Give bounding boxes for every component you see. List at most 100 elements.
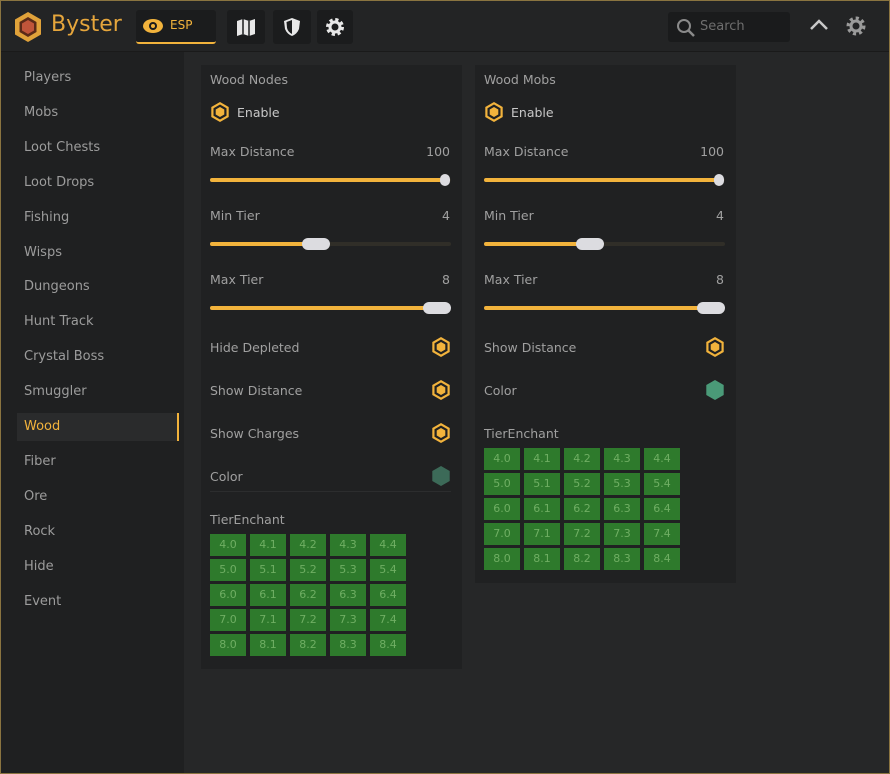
tab-settings[interactable] — [317, 10, 353, 44]
slider-thumb[interactable] — [696, 302, 725, 314]
tier-cell[interactable]: 6.2 — [290, 584, 326, 606]
tier-cell[interactable]: 8.0 — [210, 634, 246, 656]
tier-cell[interactable]: 6.4 — [644, 498, 680, 520]
sidebar-item[interactable]: Hunt Track — [24, 314, 94, 330]
slider-track[interactable] — [210, 302, 451, 314]
toggle[interactable] — [430, 335, 452, 359]
sidebar-item[interactable]: Fishing — [24, 209, 70, 225]
slider-label: Max Distance — [484, 144, 569, 159]
slider-track[interactable] — [210, 238, 451, 250]
tier-cell[interactable]: 8.3 — [604, 548, 640, 570]
tier-cell[interactable]: 5.0 — [210, 559, 246, 581]
tier-cell[interactable]: 8.2 — [290, 634, 326, 656]
sidebar-item[interactable]: Rock — [24, 523, 56, 539]
sidebar-item[interactable]: Wisps — [24, 244, 62, 260]
tab-map[interactable] — [227, 10, 265, 44]
tier-cell[interactable]: 5.1 — [524, 473, 560, 495]
slider-track[interactable] — [484, 302, 725, 314]
tier-cell[interactable]: 5.3 — [330, 559, 366, 581]
tier-cell[interactable]: 8.1 — [250, 634, 286, 656]
tier-cell[interactable]: 4.3 — [604, 448, 640, 470]
toggle[interactable] — [430, 378, 452, 402]
tier-cell[interactable]: 4.0 — [484, 448, 520, 470]
sidebar: Players Mobs Loot Chests Loot Drops Fishing W… — [1, 52, 184, 773]
tier-cell[interactable]: 8.4 — [644, 548, 680, 570]
tier-cell[interactable]: 6.3 — [604, 498, 640, 520]
tab-label: ESP — [170, 18, 193, 32]
tier-cell[interactable]: 6.3 — [330, 584, 366, 606]
slider-thumb[interactable] — [302, 238, 331, 250]
tab-shield[interactable] — [273, 10, 311, 44]
slider-thumb[interactable] — [576, 238, 605, 250]
sidebar-item[interactable]: Mobs — [24, 104, 59, 120]
sidebar-item[interactable]: Players — [24, 70, 72, 85]
tier-cell[interactable]: 7.2 — [290, 609, 326, 631]
color-swatch[interactable] — [430, 464, 452, 488]
tier-cell[interactable]: 8.2 — [564, 548, 600, 570]
sidebar-item[interactable]: Fiber — [24, 453, 56, 469]
tier-cell[interactable]: 4.2 — [290, 534, 326, 556]
sidebar-item[interactable]: Ore — [24, 488, 48, 504]
sidebar-item[interactable]: Dungeons — [24, 279, 90, 295]
slider-track[interactable] — [484, 174, 725, 186]
tier-cell[interactable]: 4.2 — [564, 448, 600, 470]
tier-cell[interactable]: 5.4 — [370, 559, 406, 581]
tier-cell[interactable]: 6.1 — [524, 498, 560, 520]
slider-label: Max Distance — [210, 144, 295, 159]
tier-cell[interactable]: 7.0 — [210, 609, 246, 631]
tier-cell[interactable]: 8.3 — [330, 634, 366, 656]
toggle[interactable] — [430, 421, 452, 445]
sidebar-item[interactable]: Loot Chests — [24, 139, 101, 155]
tier-cell[interactable]: 6.2 — [564, 498, 600, 520]
sidebar-item[interactable]: Smuggler — [24, 384, 87, 400]
tier-cell[interactable]: 4.3 — [330, 534, 366, 556]
sidebar-item[interactable]: Hide — [24, 558, 54, 574]
settings-button[interactable] — [845, 15, 867, 37]
tier-cell[interactable]: 6.4 — [370, 584, 406, 606]
tier-cell[interactable]: 5.0 — [484, 473, 520, 495]
tier-cell[interactable]: 7.3 — [330, 609, 366, 631]
tier-cell[interactable]: 7.0 — [484, 523, 520, 545]
sidebar-item[interactable]: Crystal Boss — [24, 349, 105, 365]
tier-title: TierEnchant — [484, 426, 559, 441]
tier-cell[interactable]: 5.3 — [604, 473, 640, 495]
tier-cell[interactable]: 8.4 — [370, 634, 406, 656]
slider-thumb[interactable] — [439, 174, 450, 186]
tier-cell[interactable]: 4.0 — [210, 534, 246, 556]
tier-cell[interactable]: 7.1 — [250, 609, 286, 631]
tier-cell[interactable]: 8.0 — [484, 548, 520, 570]
tier-cell[interactable]: 4.1 — [250, 534, 286, 556]
tab-esp[interactable]: ESP — [136, 10, 216, 44]
tier-cell[interactable]: 7.4 — [370, 609, 406, 631]
tier-cell[interactable]: 5.1 — [250, 559, 286, 581]
slider-track[interactable] — [484, 238, 725, 250]
color-swatch[interactable] — [704, 378, 726, 402]
slider-fill — [210, 242, 317, 246]
tier-cell[interactable]: 5.2 — [290, 559, 326, 581]
search-box[interactable]: Search — [668, 12, 790, 42]
logo — [15, 12, 41, 42]
slider-thumb[interactable] — [422, 302, 451, 314]
slider-track[interactable] — [210, 174, 451, 186]
sidebar-item[interactable]: Event — [24, 593, 62, 609]
tier-cell[interactable]: 4.1 — [524, 448, 560, 470]
tier-cell[interactable]: 6.1 — [250, 584, 286, 606]
tier-cell[interactable]: 8.1 — [524, 548, 560, 570]
tier-cell[interactable]: 7.2 — [564, 523, 600, 545]
tier-cell[interactable]: 7.1 — [524, 523, 560, 545]
tier-cell[interactable]: 6.0 — [210, 584, 246, 606]
tier-cell[interactable]: 5.4 — [644, 473, 680, 495]
tier-cell[interactable]: 4.4 — [370, 534, 406, 556]
tier-cell[interactable]: 4.4 — [644, 448, 680, 470]
sidebar-item[interactable]: Loot Drops — [24, 174, 95, 190]
collapse-button[interactable] — [809, 18, 829, 32]
enable-toggle[interactable] — [483, 100, 505, 124]
tier-cell[interactable]: 6.0 — [484, 498, 520, 520]
tier-cell[interactable]: 7.3 — [604, 523, 640, 545]
tier-cell[interactable]: 5.2 — [564, 473, 600, 495]
toggle[interactable] — [704, 335, 726, 359]
slider-thumb[interactable] — [713, 174, 724, 186]
sidebar-item[interactable]: Wood — [17, 413, 179, 441]
enable-toggle[interactable] — [209, 100, 231, 124]
tier-cell[interactable]: 7.4 — [644, 523, 680, 545]
